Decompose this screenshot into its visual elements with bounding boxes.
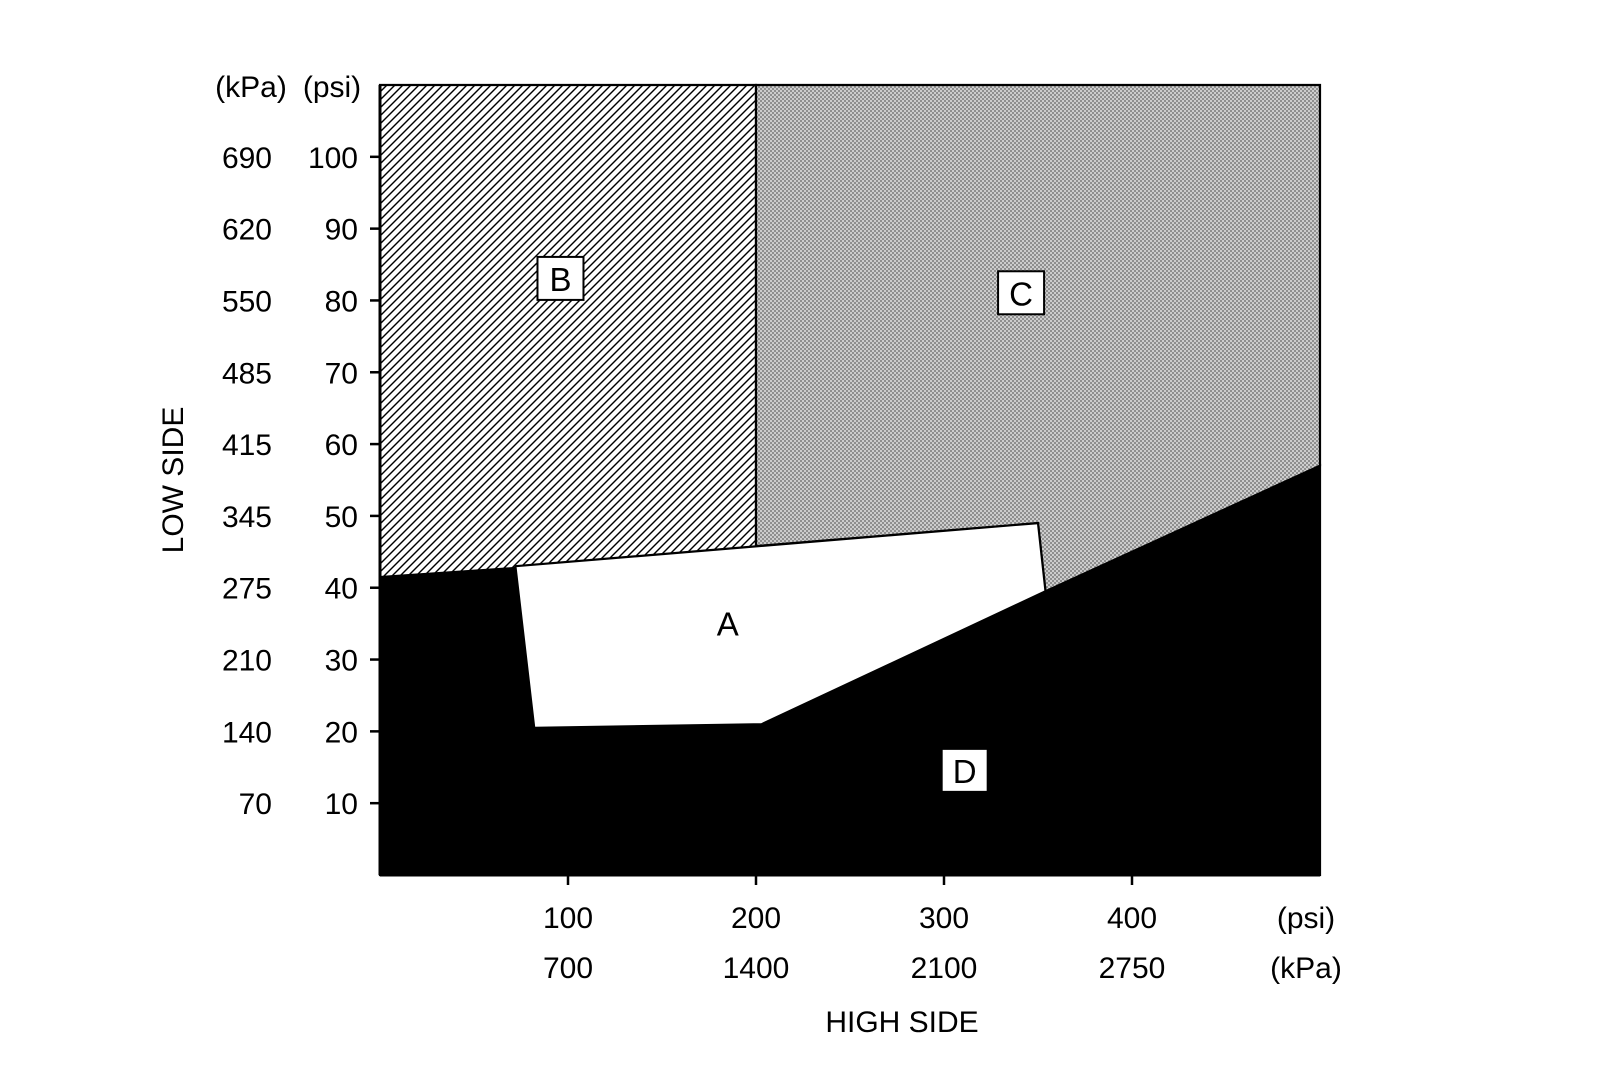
region-c-label-box (997, 270, 1046, 316)
y-tick-label-psi: 40 (325, 573, 358, 606)
tick-layer: 690 100 620 90 550 80 485 70 415 60 345 50 275 40 210 3… (222, 142, 1165, 985)
y-tick-label-psi: 70 (325, 357, 358, 390)
y-tick-label-psi: 100 (308, 142, 358, 175)
y-tick-label-kpa: 690 (222, 142, 272, 175)
y-tick-label-kpa: 345 (222, 501, 272, 534)
y-tick-label-kpa: 620 (222, 214, 272, 247)
y-tick-label-psi: 10 (325, 788, 358, 821)
axis-layer (378, 85, 1320, 877)
region-c-label: C (1009, 275, 1033, 312)
region-label-layer: B C D A (536, 255, 1046, 793)
y-tick-label-kpa: 210 (222, 645, 272, 678)
region-a-label: A (717, 606, 739, 643)
region-b (378, 83, 758, 579)
y-axis-title: LOW SIDE (157, 407, 190, 554)
y-tick-label-psi: 30 (325, 645, 358, 678)
region-a (514, 521, 1047, 729)
y-tick-label-kpa: 415 (222, 429, 272, 462)
region-d-label: D (953, 753, 977, 790)
y-tick-label-psi: 50 (325, 501, 358, 534)
region-b-label: B (549, 261, 571, 298)
x-tick-label-kpa: 2750 (1099, 952, 1166, 985)
x-tick-label-psi: 100 (543, 902, 593, 935)
region-d-label-box (940, 747, 989, 793)
y-tick-label-psi: 90 (325, 214, 358, 247)
y-axis-unit-kpa-header: (kPa) (215, 71, 287, 104)
x-tick-label-psi: 300 (919, 902, 969, 935)
x-tick-label-kpa: 1400 (723, 952, 790, 985)
y-tick-label-kpa: 485 (222, 357, 272, 390)
y-tick-label-kpa: 70 (239, 788, 272, 821)
x-tick-label-kpa: 2100 (911, 952, 978, 985)
y-axis-unit-psi-header: (psi) (303, 71, 361, 104)
x-axis-unit-psi: (psi) (1277, 902, 1335, 935)
y-tick-label-psi: 20 (325, 716, 358, 749)
x-tick-label-psi: 200 (731, 902, 781, 935)
region-layer (378, 83, 1322, 877)
region-b-label-box (536, 255, 585, 301)
y-tick-label-kpa: 550 (222, 285, 272, 318)
y-tick-label-kpa: 275 (222, 573, 272, 606)
y-tick-label-kpa: 140 (222, 716, 272, 749)
x-axis-title: HIGH SIDE (825, 1006, 978, 1039)
x-tick-label-kpa: 700 (543, 952, 593, 985)
y-tick-label-psi: 60 (325, 429, 358, 462)
y-tick-label-psi: 80 (325, 285, 358, 318)
x-tick-label-psi: 400 (1107, 902, 1157, 935)
x-axis-unit-kpa: (kPa) (1270, 952, 1342, 985)
